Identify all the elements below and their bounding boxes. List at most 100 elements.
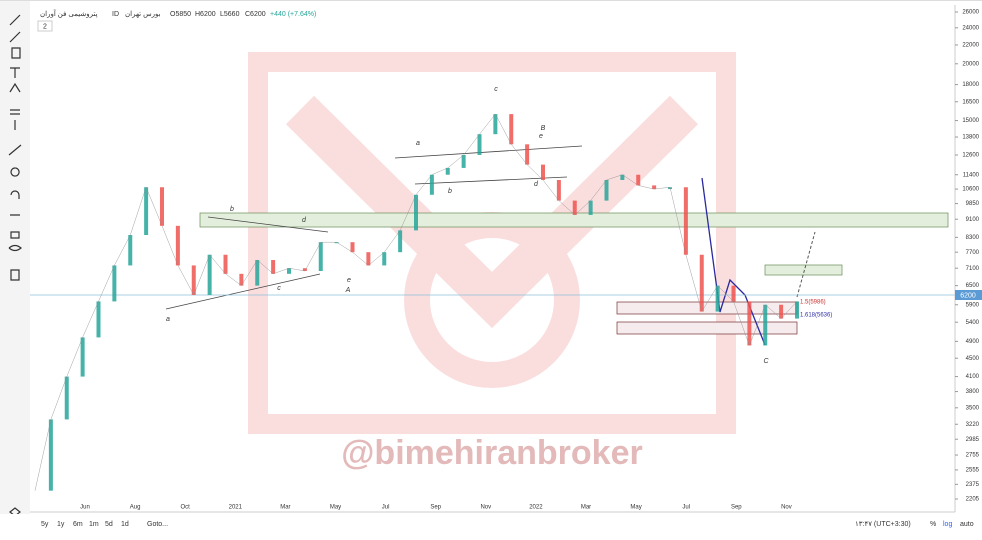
candle	[652, 185, 657, 190]
price-tick-label: 5900	[966, 302, 980, 308]
time-label: Sep	[430, 505, 441, 511]
time-label: Jul	[382, 505, 390, 511]
fib-label: 1.5(5986)	[800, 300, 826, 306]
zone	[616, 321, 798, 335]
price-tick-label: 8300	[966, 235, 980, 241]
high: H6200	[195, 11, 216, 18]
indicator-toggle[interactable]	[37, 20, 53, 32]
goto[interactable]: Goto...	[147, 521, 168, 528]
candle	[318, 242, 323, 271]
wave-label: C	[763, 358, 769, 365]
price-tick-label: 2985	[966, 437, 980, 443]
indicator-count[interactable]: 2	[43, 23, 47, 30]
low: L5660	[220, 11, 240, 18]
candle	[747, 301, 752, 346]
price-tick-label: 11400	[963, 172, 980, 178]
time-label: Jun	[80, 505, 90, 511]
price-tick-label: 13800	[962, 135, 979, 141]
candle	[334, 242, 339, 244]
candle	[795, 301, 799, 319]
log-toggle[interactable]: log	[943, 521, 952, 528]
bottom-bar	[0, 514, 982, 535]
candle	[509, 114, 514, 145]
range-button[interactable]: 6m	[73, 521, 83, 528]
symbol: پتروشیمی فن آوران	[40, 8, 98, 18]
candle	[414, 194, 418, 231]
candle	[112, 265, 117, 302]
time-label: Mar	[581, 505, 591, 511]
candle	[620, 174, 625, 180]
price-tick-label: 3500	[966, 405, 980, 411]
zone	[616, 301, 798, 315]
time-label: Nov	[480, 505, 491, 511]
price-tick-label: 4100	[966, 374, 980, 380]
price-tick-label: 9100	[966, 217, 980, 223]
percent-toggle[interactable]: %	[930, 521, 936, 528]
wave-label: B	[541, 125, 546, 132]
price-tick-label: 4900	[966, 339, 980, 345]
candle	[350, 242, 355, 253]
range-button[interactable]: 1y	[57, 521, 65, 528]
candle	[96, 301, 101, 338]
wave-line	[701, 177, 766, 346]
price-tick-label: 6500	[966, 283, 980, 289]
candle	[271, 260, 276, 274]
candle	[287, 268, 291, 274]
price-tick-label: 2755	[966, 453, 980, 459]
watermark: @bimehiranbroker	[341, 434, 642, 472]
candle	[144, 187, 149, 236]
zone	[764, 264, 843, 276]
candle	[64, 376, 69, 420]
candle	[572, 200, 577, 215]
price-tick-label: 7700	[966, 250, 980, 256]
candle	[175, 225, 180, 266]
time-label: Nov	[781, 505, 792, 511]
price-tick-label: 9850	[966, 201, 980, 207]
open: O5850	[170, 11, 191, 18]
time-label: Jul	[682, 505, 690, 511]
candle	[731, 285, 736, 302]
candle	[461, 154, 466, 168]
price-tick-label: 2375	[966, 482, 980, 488]
wave-label: d	[534, 181, 539, 188]
candle	[398, 230, 403, 253]
candle	[160, 187, 164, 226]
time-label: 2021	[229, 505, 243, 511]
wave-label: c	[494, 86, 498, 93]
price-tick-label: 7100	[966, 266, 980, 272]
left-toolbar	[0, 0, 30, 535]
candle	[715, 285, 720, 312]
zone	[199, 212, 949, 228]
range-button[interactable]: 5d	[105, 521, 113, 528]
exchange: بورس تهران	[125, 10, 161, 18]
time-label: Sep	[731, 505, 742, 511]
range-button[interactable]: 1d	[121, 521, 129, 528]
top-border	[0, 0, 982, 1]
fib-label: 1.618(5636)	[800, 313, 832, 319]
close: C6200	[245, 11, 266, 18]
candle	[223, 254, 228, 274]
wave-label: e	[539, 133, 543, 140]
price-tick-label: 20000	[962, 61, 979, 67]
change: +440 (+7.64%)	[270, 11, 316, 18]
candle	[588, 200, 593, 215]
candle	[80, 337, 85, 377]
clock: ۱۳:۴۷ (UTC+3:30)	[855, 521, 911, 528]
candle	[255, 260, 260, 286]
range-button[interactable]: 1m	[89, 521, 99, 528]
auto-toggle[interactable]: auto	[960, 521, 974, 528]
candle	[779, 304, 784, 319]
wave-label: b	[230, 206, 234, 213]
candle	[48, 419, 53, 491]
price-tick-label: 10600	[962, 187, 979, 193]
range-button[interactable]: 5y	[41, 521, 49, 528]
price-tick-label: 2205	[966, 497, 980, 503]
time-label: May	[630, 505, 641, 511]
wave-label: e	[347, 277, 351, 284]
price-tick-label: 26000	[962, 10, 979, 16]
price-tick-label: 12600	[962, 153, 979, 159]
wave-label: d	[302, 217, 307, 224]
tool-icons	[8, 14, 22, 517]
price-tick-label: 2555	[966, 467, 980, 473]
wave-label: b	[448, 188, 452, 195]
